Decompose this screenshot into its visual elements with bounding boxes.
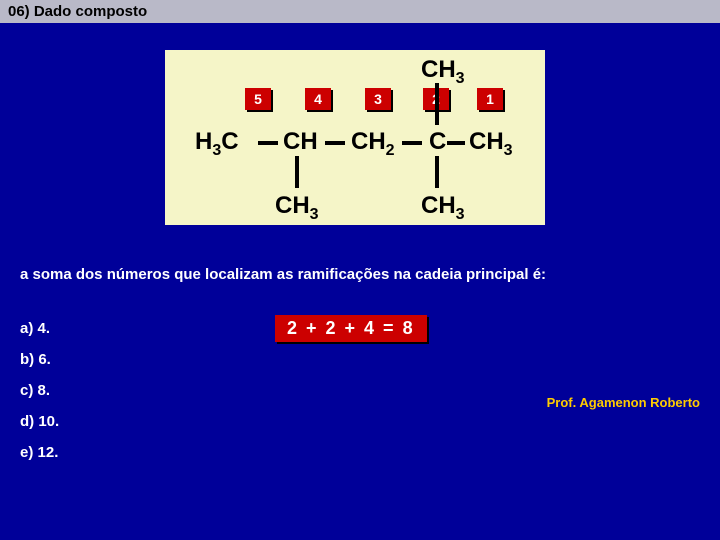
question-text: a soma dos números que localizam as rami…	[20, 265, 700, 285]
carbon-number-badge: 1	[477, 88, 503, 110]
answer-option: a) 4.	[20, 320, 59, 337]
chem-group: CH3	[469, 128, 513, 156]
answer-option: d) 10.	[20, 413, 59, 430]
chem-group: CH3	[275, 192, 319, 220]
answer-option: e) 12.	[20, 444, 59, 461]
carbon-number-badge: 3	[365, 88, 391, 110]
chem-group: CH2	[351, 128, 395, 156]
carbon-number-badge: 5	[245, 88, 271, 110]
bond-horizontal	[402, 141, 422, 145]
answer-option: b) 6.	[20, 351, 59, 368]
chem-group: H3C	[195, 128, 239, 156]
bond-vertical	[295, 156, 299, 188]
answer-option: c) 8.	[20, 382, 59, 399]
answer-computation: 2 + 2 + 4 = 8	[275, 315, 427, 342]
chemical-diagram: 54321CH3H3CCHCH2CCH3CH3CH3	[165, 50, 545, 225]
answer-options: a) 4. b) 6. c) 8. d) 10. e) 12.	[20, 320, 59, 475]
bond-horizontal	[258, 141, 278, 145]
bond-horizontal	[325, 141, 345, 145]
carbon-number-badge: 4	[305, 88, 331, 110]
bond-horizontal	[447, 141, 465, 145]
chem-group: C	[429, 128, 446, 156]
question-title: 06) Dado composto	[0, 0, 720, 23]
chem-group: CH3	[421, 56, 465, 84]
bond-vertical	[435, 156, 439, 188]
chem-group: CH	[283, 128, 318, 156]
chem-group: CH3	[421, 192, 465, 220]
bond-vertical	[435, 83, 439, 125]
author-credit: Prof. Agamenon Roberto	[547, 395, 700, 410]
